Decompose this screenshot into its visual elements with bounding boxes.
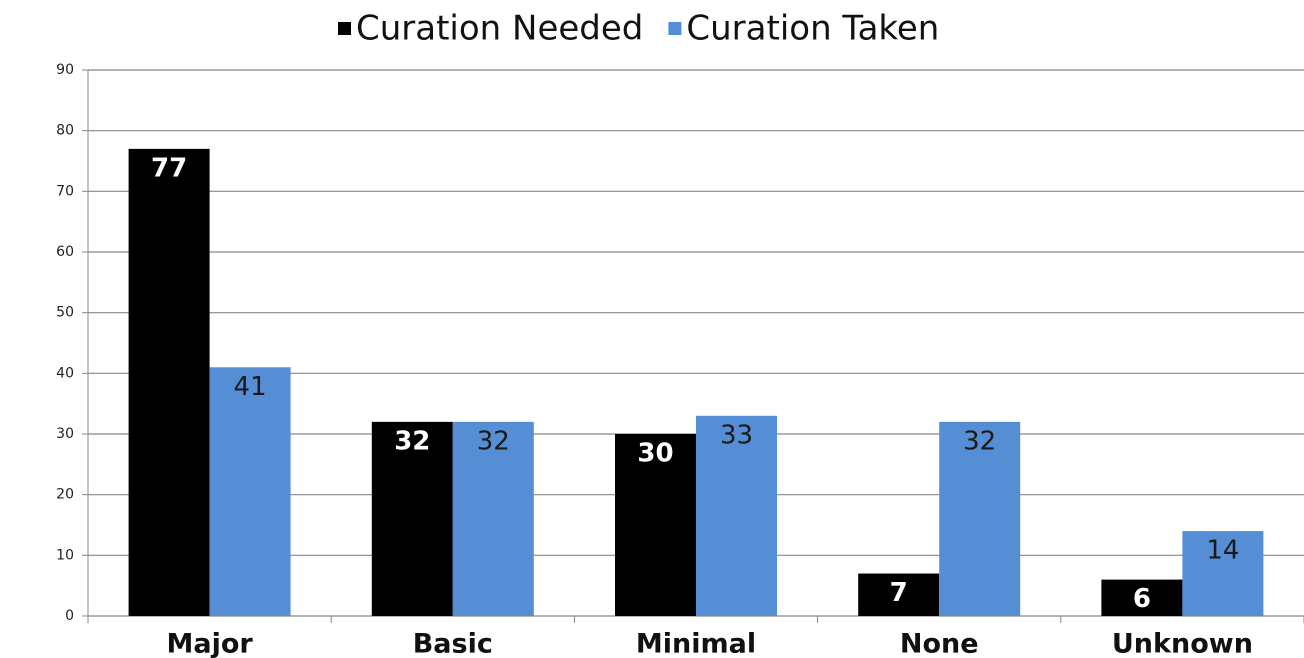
bar: [1182, 531, 1264, 616]
y-tick-label: 40: [56, 365, 74, 381]
data-label: 6: [1133, 584, 1151, 614]
legend-label: Curation Taken: [686, 9, 939, 49]
data-label: 41: [234, 372, 267, 402]
legend-swatch: [668, 22, 682, 35]
bar: [939, 421, 1021, 616]
bar: [858, 573, 940, 616]
y-tick-label: 70: [56, 183, 74, 199]
legend-swatch: [338, 22, 351, 35]
x-tick-label: Unknown: [1112, 629, 1253, 658]
y-tick-label: 80: [56, 123, 74, 139]
y-tick-label: 20: [56, 487, 74, 503]
bar: [1101, 579, 1183, 616]
bar: [371, 421, 453, 616]
y-tick-label: 30: [56, 426, 74, 442]
bar: [209, 367, 291, 616]
data-label: 14: [1206, 536, 1239, 566]
bar: [615, 434, 696, 616]
data-label: 32: [963, 426, 996, 456]
data-label: 32: [477, 426, 510, 456]
x-tick-label: Major: [166, 629, 253, 658]
legend-label: Curation Needed: [356, 9, 643, 49]
x-tick-label: None: [900, 629, 979, 658]
data-label: 30: [637, 439, 673, 469]
bar: [128, 148, 210, 616]
data-label: 32: [394, 426, 430, 456]
x-tick-label: Minimal: [636, 629, 756, 658]
bar: [696, 415, 777, 616]
data-label: 77: [151, 153, 187, 183]
y-tick-label: 50: [56, 305, 74, 321]
data-label: 33: [720, 420, 753, 450]
y-tick-label: 0: [65, 608, 74, 624]
x-tick-label: Basic: [413, 629, 493, 658]
y-tick-label: 90: [56, 62, 74, 78]
y-tick-label: 10: [56, 547, 74, 563]
data-label: 7: [890, 578, 908, 608]
bar: [452, 421, 534, 616]
y-tick-label: 60: [56, 244, 74, 260]
